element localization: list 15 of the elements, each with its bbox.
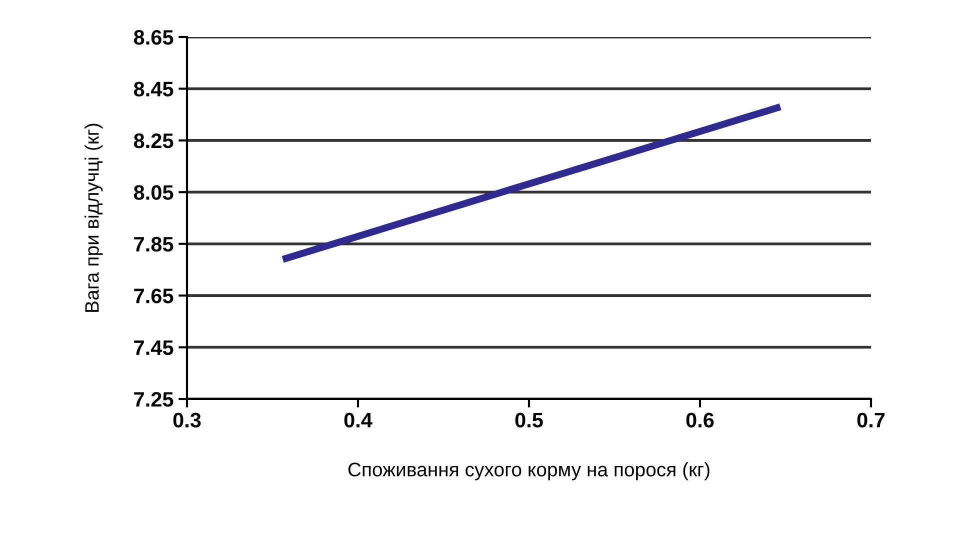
y-tick-label: 8.65 [134,30,174,45]
x-tick-label: 0.3 [173,412,201,428]
y-tick-label: 8.25 [134,133,174,148]
x-axis-title: Споживання сухого корму на порося (кг) [348,462,710,480]
y-tick-label: 8.05 [134,185,174,200]
y-axis-title: Вага при відлучці (кг) [84,124,103,312]
x-tick-label: 0.4 [344,412,372,428]
y-tick-label: 7.65 [134,288,174,304]
y-tick-label: 8.45 [134,82,174,96]
y-tick-label: 7.25 [134,392,174,407]
y-tick-label: 7.85 [134,236,174,252]
y-tick-label: 7.45 [134,340,174,356]
x-tick-label: 0.7 [857,412,885,428]
x-tick-label: 0.6 [686,412,714,428]
x-tick-label: 0.5 [515,412,543,428]
